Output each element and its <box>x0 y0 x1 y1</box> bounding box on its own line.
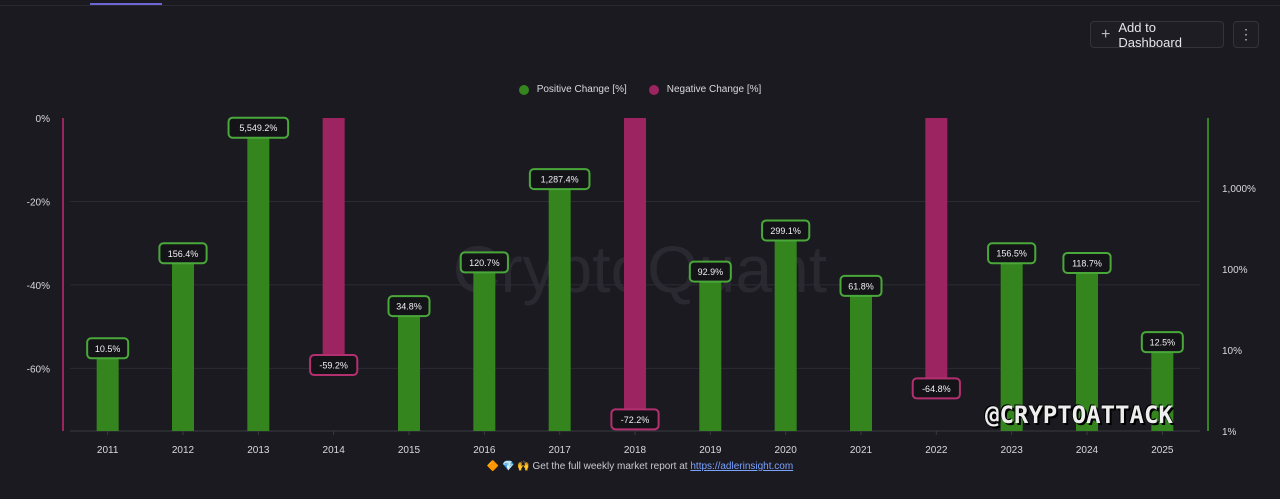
x-tick-label: 2023 <box>1001 445 1024 456</box>
x-tick-label: 2012 <box>172 445 195 456</box>
positive-data-label: 10.5% <box>95 344 121 354</box>
negative-dot-icon <box>648 84 659 95</box>
x-tick-label: 2016 <box>473 445 496 456</box>
left-tick-label: 0% <box>36 114 51 125</box>
x-tick-label: 2011 <box>97 445 119 456</box>
positive-data-label-box <box>1140 331 1184 354</box>
positive-bar <box>247 127 270 431</box>
positive-bar <box>473 262 496 431</box>
negative-bar <box>322 118 345 366</box>
x-tick-label: 2018 <box>624 445 647 456</box>
positive-bar <box>1151 342 1174 431</box>
negative-data-label-box <box>911 377 961 400</box>
positive-bar <box>699 271 722 431</box>
x-tick-label: 2015 <box>398 445 421 456</box>
positive-bar <box>1076 262 1098 431</box>
add-to-dashboard-button[interactable]: + Add to Dashboard <box>1090 19 1224 50</box>
positive-bar <box>172 253 194 431</box>
plus-icon: + <box>1101 25 1111 43</box>
footer-emoji: 🔶 💎 🙌 <box>486 461 530 472</box>
left-tick-label: -40% <box>27 281 50 292</box>
positive-data-label-box <box>459 251 509 274</box>
x-tick-label: 2014 <box>323 445 346 456</box>
legend-item-negative[interactable]: Negative Change [%] <box>648 84 762 95</box>
positive-data-label: 92.9% <box>698 267 724 277</box>
positive-data-label-box <box>1062 251 1112 274</box>
negative-data-label-box <box>610 408 660 431</box>
positive-data-label: 156.5% <box>996 249 1027 259</box>
active-tab-indicator <box>90 3 162 5</box>
positive-data-label: 12.5% <box>1150 338 1176 348</box>
top-divider <box>0 5 1280 6</box>
more-options-button[interactable]: ⋮ <box>1233 21 1259 48</box>
positive-data-label: 118.7% <box>1072 258 1102 268</box>
legend-negative-label: Negative Change [%] <box>666 84 762 95</box>
footer-text: Get the full weekly market report at <box>532 461 688 472</box>
kebab-menu-icon: ⋮ <box>1239 26 1253 42</box>
right-tick-label: 100% <box>1222 265 1248 276</box>
positive-data-label: 299.1% <box>770 226 801 236</box>
x-tick-label: 2013 <box>247 445 270 456</box>
positive-data-label: 156.4% <box>168 249 199 259</box>
x-tick-label: 2022 <box>925 445 948 456</box>
add-to-dashboard-label: Add to Dashboard <box>1118 19 1182 50</box>
positive-data-label: 34.8% <box>396 302 422 312</box>
positive-data-label-box <box>761 219 811 242</box>
positive-data-label: 1,287.4% <box>541 175 579 185</box>
positive-data-label-box <box>688 260 732 283</box>
negative-data-label: -64.8% <box>922 384 951 394</box>
positive-data-label-box <box>227 116 290 139</box>
left-tick-label: -20% <box>27 197 50 208</box>
x-tick-label: 2021 <box>850 445 873 456</box>
negative-data-label: -72.2% <box>621 415 650 425</box>
positive-data-label-box <box>528 168 591 191</box>
legend-positive-label: Positive Change [%] <box>536 84 627 95</box>
positive-data-label: 5,549.2% <box>239 123 277 133</box>
x-tick-label: 2019 <box>699 445 722 456</box>
positive-bar <box>774 230 797 431</box>
positive-dot-icon <box>518 84 529 95</box>
positive-bar <box>548 179 571 431</box>
positive-bar <box>96 348 119 431</box>
negative-data-label-box <box>309 354 359 377</box>
negative-bar <box>624 118 646 420</box>
right-tick-label: 1% <box>1222 427 1237 438</box>
positive-bar <box>1000 253 1023 431</box>
cryptoattack-watermark: @CRYPTOATTACK <box>985 401 1173 429</box>
right-tick-label: 10% <box>1222 346 1242 357</box>
positive-data-label-box <box>86 337 130 360</box>
positive-data-label: 120.7% <box>469 258 500 268</box>
negative-data-label: -59.2% <box>319 361 348 371</box>
right-tick-label: 1,000% <box>1222 184 1256 195</box>
positive-bar <box>850 285 872 431</box>
chart-legend: Positive Change [%] Negative Change [%] <box>0 84 1280 95</box>
footer-link[interactable]: https://adlerinsight.com <box>690 461 794 472</box>
legend-item-positive[interactable]: Positive Change [%] <box>518 84 627 95</box>
negative-bar <box>925 118 948 389</box>
x-tick-label: 2020 <box>775 445 798 456</box>
x-tick-label: 2025 <box>1151 445 1174 456</box>
x-tick-label: 2024 <box>1076 445 1099 456</box>
positive-data-label-box <box>987 242 1037 265</box>
positive-data-label-box <box>158 242 208 265</box>
positive-data-label-box <box>839 274 883 297</box>
footer-note: 🔶 💎 🙌 Get the full weekly market report … <box>0 461 1280 472</box>
positive-data-label: 61.8% <box>848 281 874 291</box>
positive-bar <box>398 306 420 431</box>
x-tick-label: 2017 <box>549 445 572 456</box>
positive-data-label-box <box>387 295 431 318</box>
left-tick-label: -60% <box>27 364 50 375</box>
